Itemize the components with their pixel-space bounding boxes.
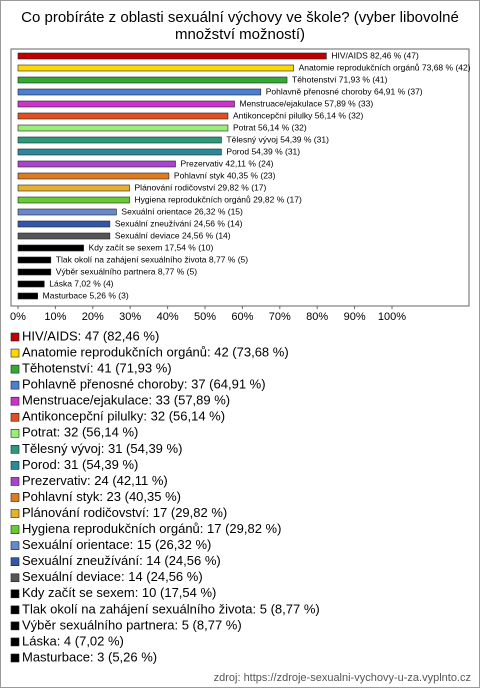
legend-label: Plánování rodičovství: 17 (29,82 %) xyxy=(22,505,227,520)
legend-label: Sexuální zneužívání: 14 (24,56 %) xyxy=(22,553,221,568)
bar xyxy=(17,244,84,252)
x-tick-label: 10% xyxy=(44,311,66,323)
bar xyxy=(17,292,38,300)
legend-swatch xyxy=(10,428,20,438)
legend-swatch xyxy=(10,493,20,502)
x-tick-label: 20% xyxy=(82,311,104,323)
bar xyxy=(17,160,176,168)
legend-swatch xyxy=(10,621,20,631)
value-label: Těhotenství 71,93 % (41) xyxy=(292,74,388,84)
bar xyxy=(17,100,235,108)
legend-swatch xyxy=(10,541,20,550)
bar xyxy=(17,172,170,180)
legend-label: Menstruace/ejakulace: 33 (57,89 %) xyxy=(22,393,230,408)
value-label: Tělesný vývoj 54,39 % (31) xyxy=(226,134,329,144)
legend-label: Porod: 31 (54,39 %) xyxy=(22,457,138,472)
x-tick-label: 0% xyxy=(10,311,26,323)
value-label: Sexuální zneužívání 24,56 % (14) xyxy=(115,218,243,228)
value-label: Tlak okolí na zahájení sexuálního života… xyxy=(56,254,248,264)
bar xyxy=(17,136,222,144)
legend-swatch xyxy=(10,461,20,470)
value-label: Sexuální orientace 26,32 % (15) xyxy=(121,206,243,216)
bar xyxy=(17,256,52,264)
legend-label: Potrat: 32 (56,14 %) xyxy=(22,425,138,440)
value-label: Výběr sexuálního partnera 8,77 % (5) xyxy=(56,266,197,276)
bar xyxy=(17,220,111,228)
value-label: Anatomie reprodukčních orgánů 73,68 % (4… xyxy=(299,62,471,72)
value-label: Potrat 56,14 % (32) xyxy=(233,122,307,132)
legend-label: Těhotenství: 41 (71,93 %) xyxy=(22,361,172,376)
legend-swatch xyxy=(10,525,20,534)
legend-label: Antikoncepční pilulky: 32 (56,14 %) xyxy=(22,409,225,424)
value-label: Plánování rodičovství 29,82 % (17) xyxy=(135,182,267,192)
bar xyxy=(17,124,229,132)
source: zdroj: https://zdroje-sexualni-vychovy-u… xyxy=(214,672,471,684)
bar xyxy=(17,196,130,204)
legend-label: Výběr sexuálního partnera: 5 (8,77 %) xyxy=(22,617,242,632)
legend-swatch xyxy=(10,557,20,567)
value-label: Pohlavní styk 40,35 % (23) xyxy=(174,170,276,180)
legend-swatch xyxy=(10,348,20,358)
legend-swatch xyxy=(10,380,20,390)
legend-swatch xyxy=(10,332,20,342)
legend-label: Tělesný vývoj: 31 (54,39 %) xyxy=(22,441,182,456)
legend-swatch xyxy=(10,589,20,599)
chart-title: Co probíráte z oblasti sexuální výchovy … xyxy=(21,9,459,43)
legend-label: Masturbace: 3 (5,26 %) xyxy=(22,649,157,664)
legend-swatch xyxy=(10,653,20,663)
legend-label: Anatomie reprodukčních orgánů: 42 (73,68… xyxy=(22,344,289,359)
x-tick-label: 70% xyxy=(269,311,291,323)
legend-swatch xyxy=(10,445,20,454)
bar xyxy=(17,64,294,72)
legend-label: Hygiena reprodukčních orgánů: 17 (29,82 … xyxy=(22,521,281,536)
legend-swatch xyxy=(10,364,20,374)
x-tick-label: 50% xyxy=(194,311,216,323)
legend-swatch xyxy=(10,412,20,422)
bar xyxy=(17,208,117,216)
legend-label: Láska: 4 (7,02 %) xyxy=(22,633,124,648)
value-label: Masturbace 5,26 % (3) xyxy=(43,290,129,300)
x-tick-label: 100% xyxy=(378,311,406,323)
bar xyxy=(17,184,130,192)
value-label: Pohlavně přenosné choroby 64,91 % (37) xyxy=(266,86,423,96)
value-label: Hygiena reprodukčních orgánů 29,82 % (17… xyxy=(135,194,302,204)
legend-label: Tlak okolí na zahájení sexuálního života… xyxy=(22,601,320,616)
x-tick-label: 80% xyxy=(306,311,328,323)
value-label: Sexuální deviace 24,56 % (14) xyxy=(115,230,231,240)
legend-swatch xyxy=(10,509,20,518)
x-tick-label: 40% xyxy=(157,311,179,323)
bar xyxy=(17,112,229,120)
bar xyxy=(17,88,262,96)
legend-swatch xyxy=(10,573,20,583)
legend-label: Kdy začít se sexem: 10 (17,54 %) xyxy=(22,585,216,600)
legend-label: Pohlavně přenosné choroby: 37 (64,91 %) xyxy=(22,377,266,392)
bar xyxy=(17,148,222,156)
legend-label: Prezervativ: 24 (42,11 %) xyxy=(22,473,168,488)
bar xyxy=(17,52,327,60)
bar xyxy=(17,232,111,240)
bar xyxy=(17,76,288,84)
bar xyxy=(17,280,45,288)
bar xyxy=(17,268,52,276)
value-label: Prezervativ 42,11 % (24) xyxy=(180,158,273,168)
legend-label: Sexuální deviace: 14 (24,56 %) xyxy=(22,569,203,584)
legend-swatch xyxy=(10,396,20,406)
legend-label: Pohlavní styk: 23 (40,35 %) xyxy=(22,489,181,504)
value-label: Menstruace/ejakulace 57,89 % (33) xyxy=(240,98,374,108)
x-tick-label: 30% xyxy=(119,311,141,323)
value-label: HIV/AIDS 82,46 % (47) xyxy=(331,50,419,60)
x-tick-label: 60% xyxy=(231,311,253,323)
legend-label: HIV/AIDS: 47 (82,46 %) xyxy=(22,328,159,343)
legend-swatch xyxy=(10,477,20,486)
value-label: Láska 7,02 % (4) xyxy=(49,278,113,288)
value-label: Antikoncepční pilulky 56,14 % (32) xyxy=(233,110,364,120)
legend-swatch xyxy=(10,605,20,615)
legend-swatch xyxy=(10,637,20,647)
legend-label: Sexuální orientace: 15 (26,32 %) xyxy=(22,537,211,552)
value-label: Porod 54,39 % (31) xyxy=(226,146,300,156)
x-tick-label: 90% xyxy=(344,311,366,323)
value-label: Kdy začít se sexem 17,54 % (10) xyxy=(89,242,214,252)
